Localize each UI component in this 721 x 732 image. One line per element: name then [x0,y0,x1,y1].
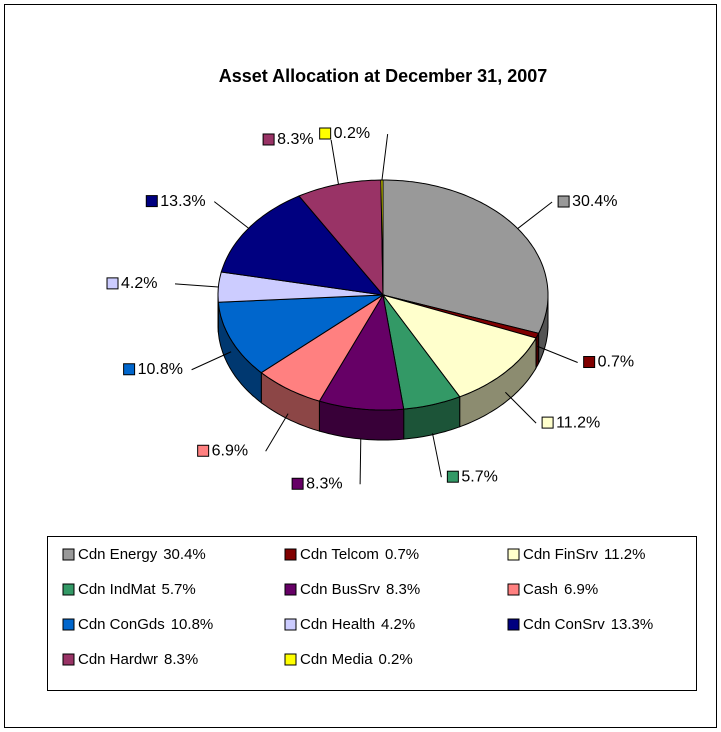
data-label: 30.4% [572,193,617,210]
legend-name: Cdn Energy [78,546,158,563]
slice [260,294,384,402]
legend-label: Cdn FinSrv 11.2% [523,546,645,563]
legend-value: 4.2% [381,616,415,633]
data-label: 6.9% [212,442,248,459]
label-marker [123,363,136,376]
legend-value: 8.3% [164,651,198,668]
label-marker [319,127,332,140]
legend-name: Cdn ConGds [78,616,165,633]
legend-marker [284,548,297,561]
legend-value: 11.2% [604,546,645,563]
data-label: 4.2% [121,275,157,292]
legend-name: Cdn Media [300,651,373,668]
legend-marker [507,583,520,596]
legend-name: Cash [523,581,558,598]
legend-box [47,536,697,691]
data-label: 13.3% [160,193,205,210]
leader-line [191,351,232,371]
data-label: 10.8% [138,361,183,378]
legend-value: 5.7% [162,581,196,598]
legend-value: 30.4% [163,546,206,563]
legend-name: Cdn FinSrv [523,546,599,563]
slice [318,293,405,411]
label-marker [557,195,570,208]
leader-line [432,433,442,478]
leader-line [381,133,389,181]
chart-title: Asset Allocation at December 31, 2007 [219,66,547,86]
label-marker [446,470,459,483]
slice [217,271,384,303]
legend-name: Cdn ConSrv [523,616,605,633]
label-marker [262,133,275,146]
legend-marker [507,548,520,561]
leader-line [359,438,362,485]
legend-marker [62,653,75,666]
slice [382,179,549,334]
label-marker [106,277,119,290]
legend-name: Cdn BusSrv [300,581,381,598]
leader-line [537,345,578,363]
data-label: 5.7% [461,468,497,485]
legend-marker [62,583,75,596]
slice [381,294,537,398]
leader-line [213,201,249,229]
legend-marker [284,618,297,631]
slice [220,195,385,296]
legend-label: Cdn Hardwr 8.3% [78,651,198,668]
slice [217,294,385,374]
label-marker [291,477,304,490]
data-label: 11.2% [556,414,600,431]
data-label: 0.2% [334,125,370,142]
legend-label: Cdn Health 4.2% [300,616,415,633]
legend-label: Cdn ConGds 10.8% [78,616,213,633]
leader-line [265,413,289,452]
legend-value: 8.3% [386,581,420,598]
legend-label: Cdn ConSrv 13.3% [523,616,653,633]
leader-line [330,139,339,185]
legend-label: Cdn Energy 30.4% [78,546,206,563]
legend-label: Cdn IndMat 5.7% [78,581,196,598]
legend-marker [284,653,297,666]
leader-line [174,283,219,288]
legend-value: 6.9% [564,581,598,598]
leader-line [517,201,553,229]
label-marker [145,195,158,208]
legend-marker [62,618,75,631]
label-marker [583,356,596,369]
legend-value: 10.8% [171,616,214,633]
data-label: 8.3% [306,475,342,492]
legend-value: 0.7% [385,546,419,563]
legend-label: Cdn Media 0.2% [300,651,413,668]
label-marker [541,416,554,429]
legend-name: Cdn Health [300,616,375,633]
legend-value: 13.3% [611,616,654,633]
legend-label: Cash 6.9% [523,581,598,598]
legend-marker [507,618,520,631]
legend-value: 0.2% [379,651,413,668]
data-label: 8.3% [277,131,313,148]
label-marker [197,444,210,457]
slice [382,294,461,410]
legend-label: Cdn Telcom 0.7% [300,546,419,563]
legend-label: Cdn BusSrv 8.3% [300,581,420,598]
legend-name: Cdn IndMat [78,581,156,598]
leader-line [505,391,537,424]
legend-name: Cdn Telcom [300,546,379,563]
slice [298,179,384,297]
legend-marker [284,583,297,596]
legend-marker [62,548,75,561]
data-label: 0.7% [598,354,634,371]
legend-name: Cdn Hardwr [78,651,158,668]
